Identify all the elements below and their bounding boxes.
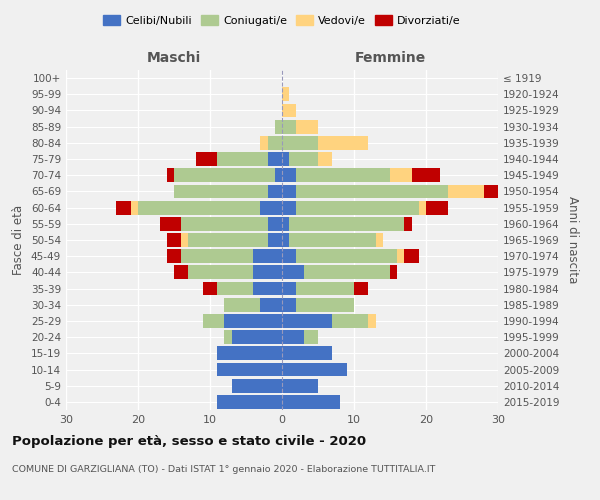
Bar (167, 168, 174, 182)
Bar (282, 168, 296, 182)
Bar (332, 314, 368, 328)
Bar (260, 200, 282, 214)
Bar (260, 298, 282, 312)
Bar (282, 104, 296, 118)
Bar (224, 314, 282, 328)
Bar (203, 314, 224, 328)
Legend: Celibi/Nubili, Coniugati/e, Vedovi/e, Divorziati/e: Celibi/Nubili, Coniugati/e, Vedovi/e, Di… (99, 10, 465, 30)
Bar (282, 266, 304, 280)
Bar (260, 136, 268, 149)
Bar (138, 200, 260, 214)
Bar (282, 184, 296, 198)
Bar (282, 282, 296, 296)
Bar (296, 184, 448, 198)
Bar (296, 120, 318, 134)
Bar (181, 233, 188, 247)
Bar (232, 330, 282, 344)
Bar (282, 217, 289, 230)
Bar (376, 233, 383, 247)
Bar (318, 136, 368, 149)
Bar (404, 250, 419, 263)
Bar (304, 266, 390, 280)
Bar (282, 250, 296, 263)
Bar (282, 314, 332, 328)
Bar (131, 200, 138, 214)
Bar (282, 136, 318, 149)
Bar (354, 282, 368, 296)
Bar (116, 200, 131, 214)
Bar (289, 217, 404, 230)
Bar (174, 168, 275, 182)
Bar (282, 298, 296, 312)
Bar (217, 282, 253, 296)
Bar (253, 266, 282, 280)
Bar (282, 88, 289, 101)
Bar (232, 379, 282, 392)
Bar (275, 120, 282, 134)
Bar (268, 136, 282, 149)
Bar (296, 200, 419, 214)
Bar (181, 217, 268, 230)
Bar (282, 395, 340, 409)
Bar (174, 184, 268, 198)
Bar (167, 233, 181, 247)
Bar (203, 282, 217, 296)
Bar (224, 330, 232, 344)
Text: Femmine: Femmine (355, 51, 425, 65)
Bar (282, 362, 347, 376)
Bar (282, 152, 289, 166)
Bar (217, 152, 268, 166)
Bar (174, 266, 188, 280)
Bar (224, 298, 260, 312)
Bar (268, 152, 282, 166)
Bar (268, 233, 282, 247)
Bar (181, 250, 253, 263)
Bar (217, 395, 282, 409)
Y-axis label: Fasce di età: Fasce di età (13, 205, 25, 275)
Bar (397, 250, 404, 263)
Bar (196, 152, 217, 166)
Y-axis label: Anni di nascita: Anni di nascita (566, 196, 579, 284)
Bar (296, 168, 390, 182)
Bar (484, 184, 498, 198)
Bar (188, 266, 253, 280)
Bar (426, 200, 448, 214)
Bar (296, 298, 354, 312)
Bar (296, 250, 397, 263)
Bar (289, 152, 318, 166)
Bar (419, 200, 426, 214)
Bar (188, 233, 268, 247)
Bar (275, 168, 282, 182)
Bar (289, 233, 376, 247)
Text: Maschi: Maschi (147, 51, 201, 65)
Bar (217, 362, 282, 376)
Bar (368, 314, 376, 328)
Bar (217, 346, 282, 360)
Bar (412, 168, 440, 182)
Bar (404, 217, 412, 230)
Bar (160, 217, 181, 230)
Bar (282, 346, 332, 360)
Bar (268, 217, 282, 230)
Bar (253, 250, 282, 263)
Bar (253, 282, 282, 296)
Bar (318, 152, 332, 166)
Bar (448, 184, 484, 198)
Bar (282, 330, 304, 344)
Bar (282, 200, 296, 214)
Text: Popolazione per età, sesso e stato civile - 2020: Popolazione per età, sesso e stato civil… (12, 435, 366, 448)
Bar (268, 184, 282, 198)
Bar (390, 168, 412, 182)
Bar (167, 250, 181, 263)
Bar (296, 282, 354, 296)
Bar (282, 233, 289, 247)
Bar (304, 330, 318, 344)
Bar (282, 379, 318, 392)
Bar (282, 120, 296, 134)
Bar (390, 266, 397, 280)
Text: COMUNE DI GARZIGLIANA (TO) - Dati ISTAT 1° gennaio 2020 - Elaborazione TUTTITALI: COMUNE DI GARZIGLIANA (TO) - Dati ISTAT … (12, 465, 436, 474)
